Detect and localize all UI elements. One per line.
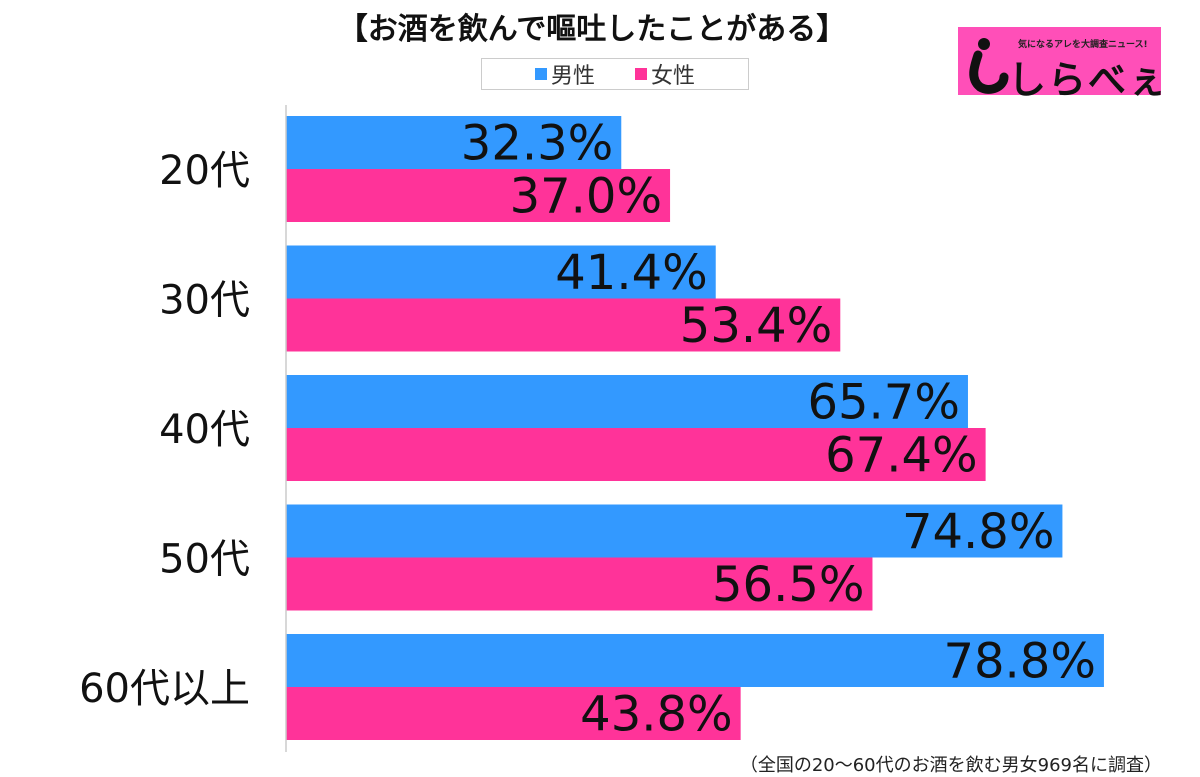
data-label: 43.8% <box>580 687 732 743</box>
shirabee-logo: 気になるアレを大調査ニュース! しらべぇ <box>958 27 1166 102</box>
legend-label-male: 男性 <box>550 64 595 89</box>
legend: 男性 女性 <box>481 58 749 90</box>
legend-item-male: 男性 <box>534 58 595 90</box>
category-label: 50代 <box>159 537 250 583</box>
bar <box>286 557 873 611</box>
bar <box>286 634 1104 687</box>
chart-title-text: 【お酒を飲んで嘔吐したことがある】 <box>337 12 847 47</box>
category-label: 60代以上 <box>79 666 250 712</box>
bar <box>286 504 1063 558</box>
bar <box>286 428 986 481</box>
bar <box>286 687 741 740</box>
data-label: 74.8% <box>902 504 1054 560</box>
data-label: 41.4% <box>555 245 707 301</box>
bar <box>286 245 716 299</box>
data-label: 32.3% <box>461 116 613 172</box>
bar <box>286 298 841 352</box>
category-label: 30代 <box>159 278 250 324</box>
data-label: 37.0% <box>510 169 662 225</box>
category-label: 20代 <box>159 148 250 194</box>
bar <box>286 375 968 428</box>
footnote: （全国の20～60代のお酒を飲む男女969名に調査） <box>739 755 1162 776</box>
legend-item-female: 女性 <box>635 58 695 90</box>
data-label: 56.5% <box>712 557 864 613</box>
chart-title: 【お酒を飲んで嘔吐したことがある】 <box>0 4 1200 48</box>
logo-tagline: 気になるアレを大調査ニュース! <box>1018 40 1148 50</box>
category-label: 40代 <box>159 407 250 453</box>
bar <box>286 169 671 222</box>
bar <box>286 116 622 169</box>
logo-mascot-icon <box>969 38 1009 94</box>
logo-brand: しらべぇ <box>1008 58 1169 102</box>
legend-swatch-male <box>534 68 547 80</box>
data-label: 67.4% <box>825 428 977 484</box>
legend-label-female: 女性 <box>651 64 696 89</box>
data-label: 65.7% <box>807 375 959 431</box>
legend-swatch-female <box>635 68 647 80</box>
data-label: 53.4% <box>680 298 832 354</box>
data-label: 78.8% <box>943 634 1095 690</box>
